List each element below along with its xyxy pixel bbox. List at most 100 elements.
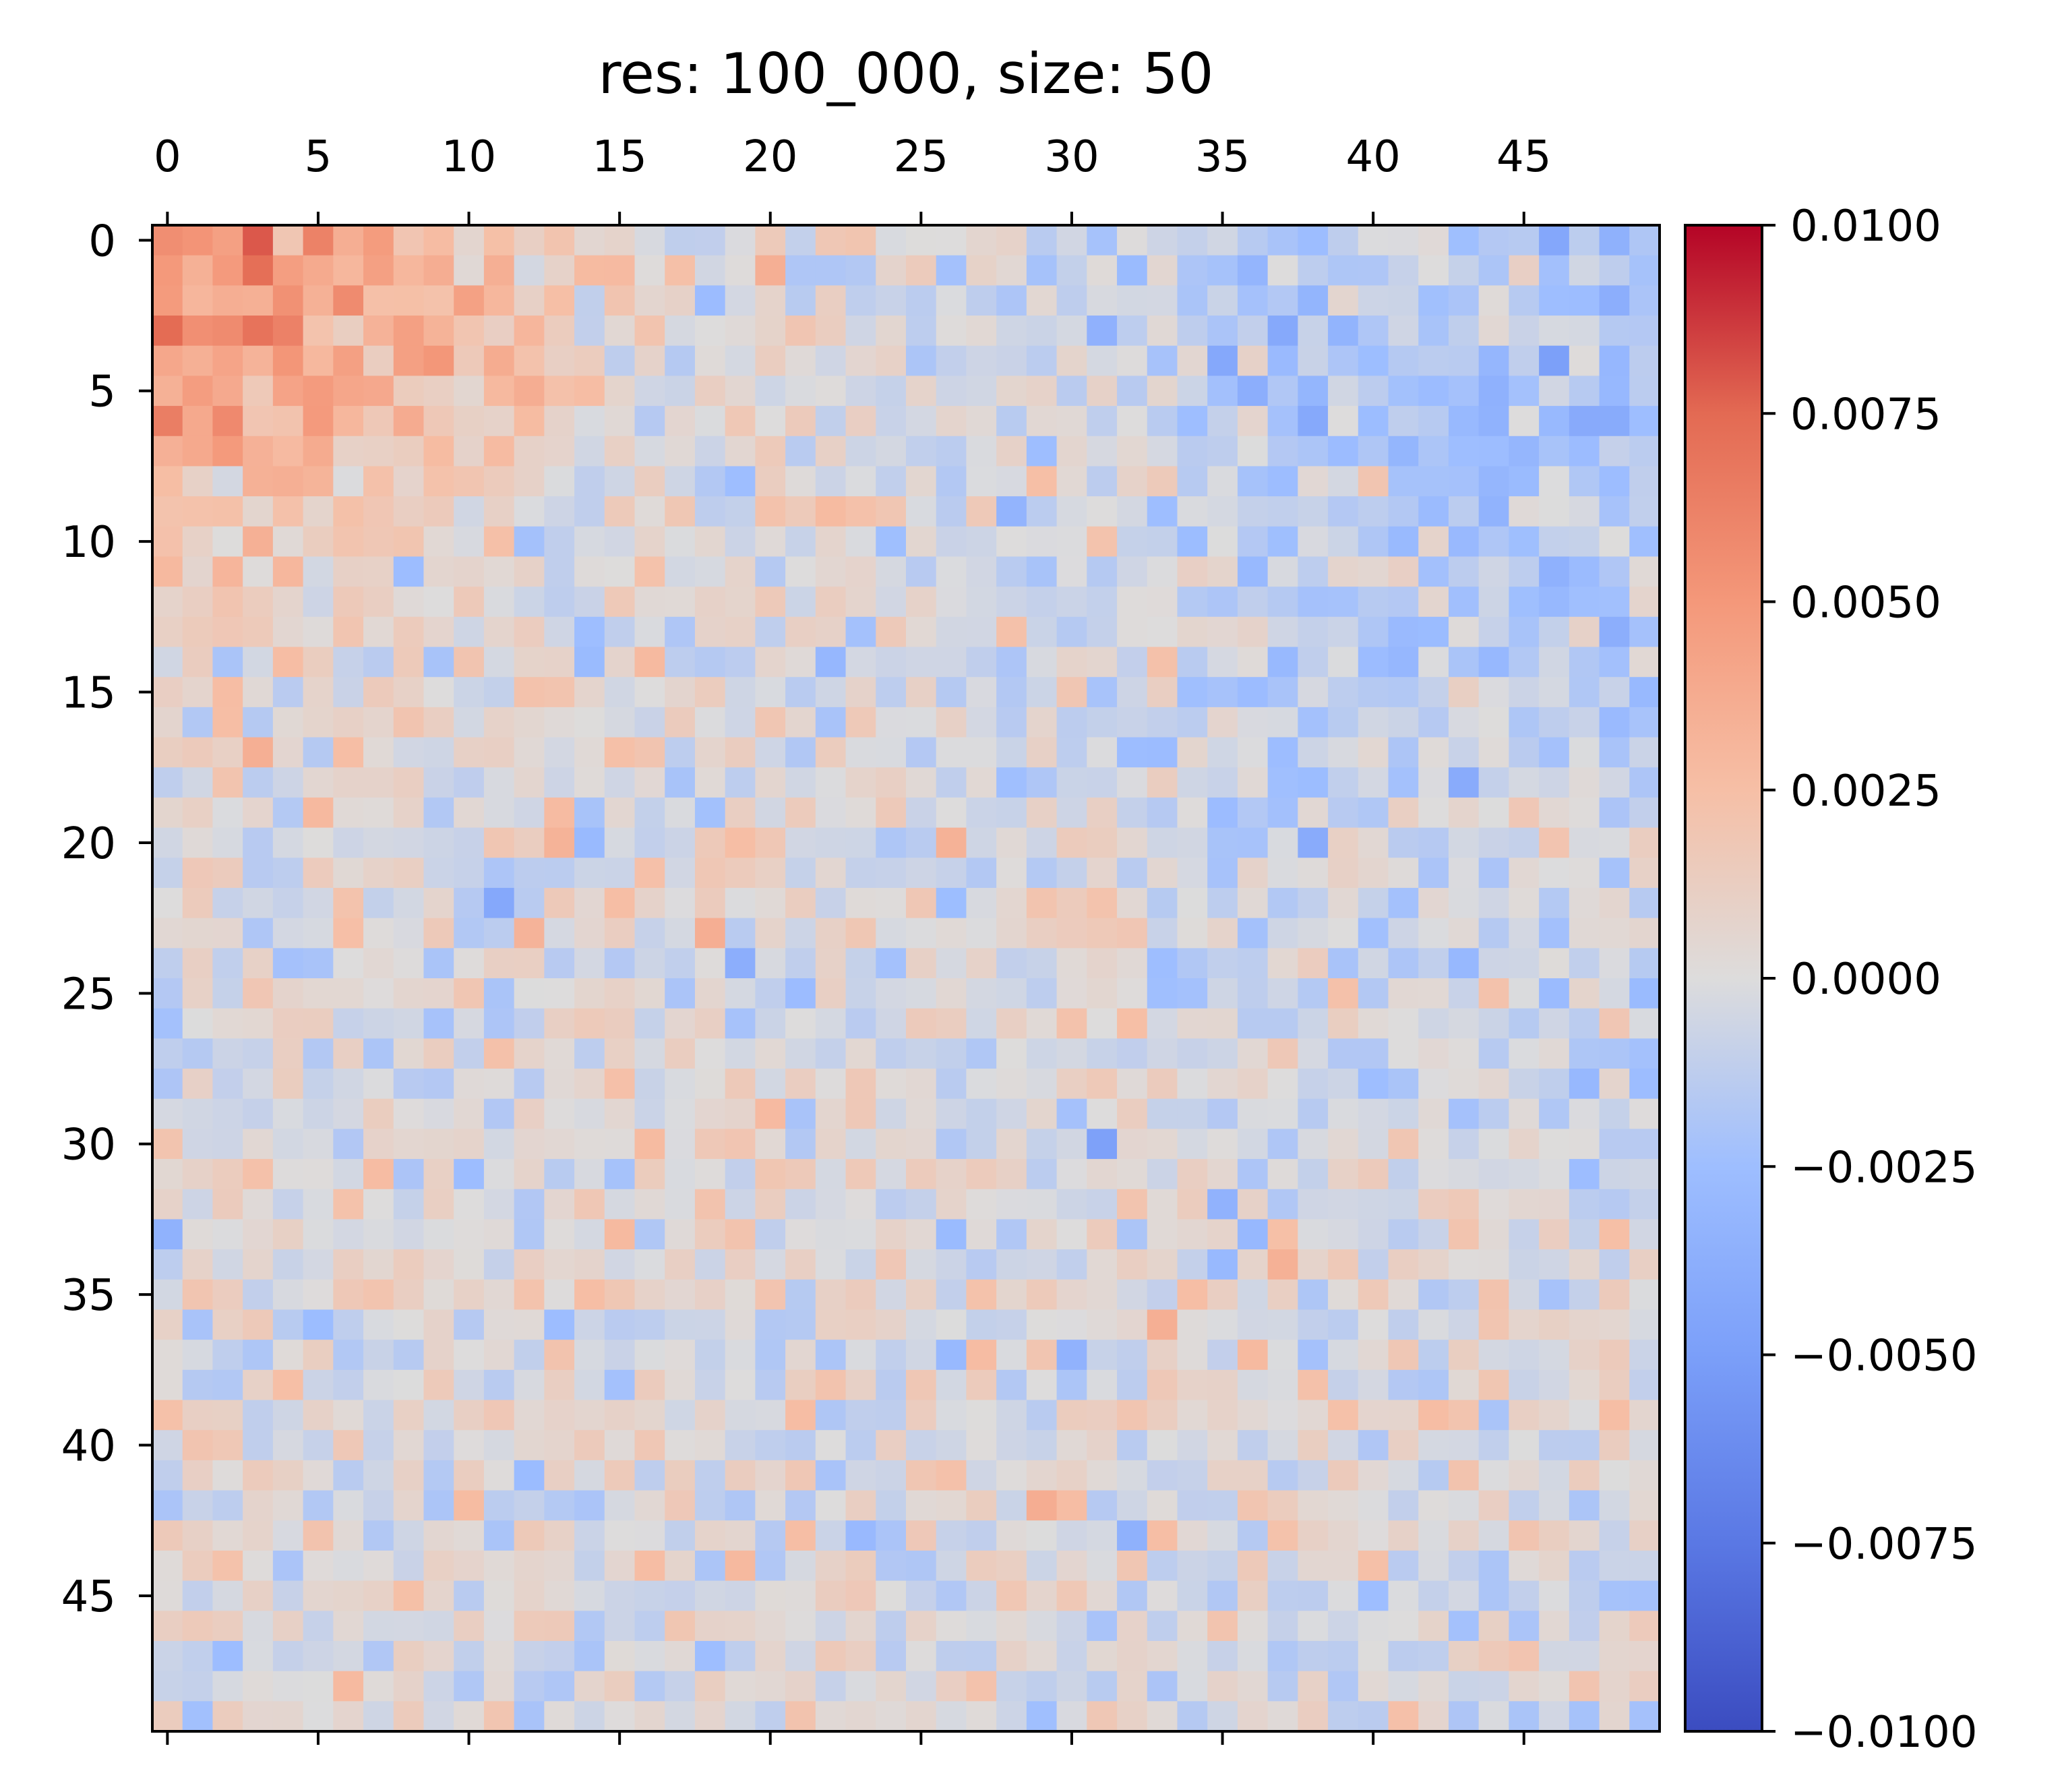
heatmap-cell <box>1147 1490 1178 1521</box>
heatmap-cell <box>152 406 183 437</box>
heatmap-cell <box>333 1189 364 1220</box>
heatmap-cell <box>363 1640 394 1672</box>
heatmap-cell <box>272 285 304 316</box>
heatmap-cell <box>1328 1430 1359 1461</box>
heatmap-cell <box>1056 1640 1087 1672</box>
heatmap-cell <box>1448 1159 1480 1190</box>
heatmap-cell <box>755 797 786 829</box>
heatmap-cell <box>936 1430 967 1461</box>
heatmap-cell <box>514 1279 545 1311</box>
heatmap-cell <box>1328 285 1359 316</box>
heatmap-cell <box>423 918 454 949</box>
heatmap-cell <box>152 1309 183 1340</box>
heatmap-cell <box>1087 858 1118 889</box>
heatmap-cell <box>182 918 214 949</box>
heatmap-cell <box>574 1430 605 1461</box>
heatmap-cell <box>152 1069 183 1100</box>
heatmap-cell <box>1599 1279 1630 1311</box>
heatmap-cell <box>1328 376 1359 407</box>
heatmap-cell <box>725 978 756 1009</box>
heatmap-cell <box>1358 647 1389 678</box>
heatmap-cell <box>1448 1279 1480 1311</box>
heatmap-cell <box>1087 1129 1118 1160</box>
heatmap-cell <box>393 1219 425 1250</box>
heatmap-cell <box>1509 345 1540 376</box>
heatmap-cell <box>1147 466 1178 497</box>
heatmap-cell <box>1509 436 1540 467</box>
heatmap-cell <box>393 677 425 708</box>
heatmap-cell <box>1207 1309 1238 1340</box>
heatmap-cell <box>483 1159 515 1190</box>
heatmap-cell <box>182 1400 214 1431</box>
heatmap-cell <box>1478 1038 1509 1069</box>
heatmap-cell <box>1298 1460 1329 1491</box>
heatmap-cell <box>1207 677 1238 708</box>
heatmap-cell <box>1267 647 1298 678</box>
heatmap-cell <box>694 616 726 648</box>
heatmap-cell <box>1267 978 1298 1009</box>
heatmap-cell <box>1448 436 1480 467</box>
heatmap-cell <box>333 767 364 798</box>
heatmap-cell <box>1418 1550 1449 1582</box>
heatmap-cell <box>574 316 605 347</box>
heatmap-cell <box>182 1640 214 1672</box>
heatmap-cell <box>483 616 515 648</box>
heatmap-cell <box>785 1460 816 1491</box>
heatmap-cell <box>755 466 786 497</box>
heatmap-cell <box>604 978 636 1009</box>
heatmap-cell <box>906 496 937 527</box>
heatmap-cell <box>755 376 786 407</box>
heatmap-cell <box>1539 345 1570 376</box>
heatmap-cell <box>363 1098 394 1129</box>
heatmap-cell <box>1117 858 1148 889</box>
heatmap-cell <box>815 1550 847 1582</box>
heatmap-cell <box>423 1098 454 1129</box>
heatmap-cell <box>876 797 907 829</box>
heatmap-cell <box>1267 345 1298 376</box>
heatmap-cell <box>1087 587 1118 618</box>
heatmap-cell <box>243 1430 274 1461</box>
heatmap-cell <box>1298 767 1329 798</box>
heatmap-cell <box>1026 436 1058 467</box>
heatmap-cell <box>634 737 665 768</box>
heatmap-cell <box>1087 707 1118 738</box>
heatmap-cell <box>1448 1550 1480 1582</box>
heatmap-cell <box>1177 466 1208 497</box>
heatmap-cell <box>363 707 394 738</box>
heatmap-cell <box>785 345 816 376</box>
heatmap-cell <box>1298 978 1329 1009</box>
heatmap-cell <box>454 526 485 558</box>
heatmap-cell <box>936 406 967 437</box>
heatmap-cell <box>1478 1550 1509 1582</box>
heatmap-cell <box>665 255 696 286</box>
heatmap-cell <box>1207 285 1238 316</box>
heatmap-cell <box>694 858 726 889</box>
heatmap-cell <box>1358 1129 1389 1160</box>
heatmap-cell <box>1177 556 1208 587</box>
heatmap-cell <box>1117 737 1148 768</box>
heatmap-cell <box>454 1159 485 1190</box>
heatmap-cell <box>1509 1430 1540 1461</box>
heatmap-cell <box>243 1008 274 1039</box>
heatmap-cell <box>243 1129 274 1160</box>
heatmap-cell <box>363 1369 394 1401</box>
heatmap-cell <box>1207 707 1238 738</box>
heatmap-cell <box>182 707 214 738</box>
heatmap-cell <box>665 1550 696 1582</box>
heatmap-cell <box>1056 1580 1087 1611</box>
heatmap-cell <box>996 887 1027 919</box>
heatmap-cell <box>936 1550 967 1582</box>
heatmap-cell <box>1177 587 1208 618</box>
heatmap-cell <box>272 1550 304 1582</box>
heatmap-cell <box>665 376 696 407</box>
heatmap-cell <box>634 496 665 527</box>
heatmap-cell <box>755 436 786 467</box>
heatmap-cell <box>1388 526 1419 558</box>
heatmap-cell <box>1509 1008 1540 1039</box>
heatmap-cell <box>243 1249 274 1280</box>
heatmap-cell <box>1599 556 1630 587</box>
heatmap-cell <box>1448 1520 1480 1551</box>
heatmap-cell <box>363 1580 394 1611</box>
heatmap-cell <box>1478 345 1509 376</box>
y-tick-label: 35 <box>61 1271 116 1321</box>
